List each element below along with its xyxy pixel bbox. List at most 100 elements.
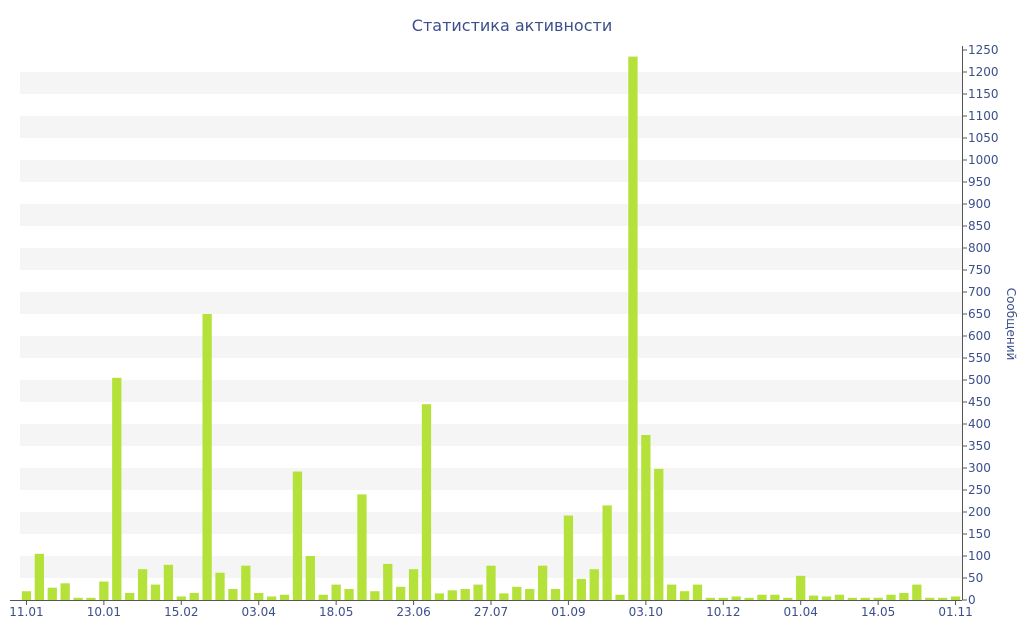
bar[interactable] bbox=[654, 468, 664, 600]
y-tick-label: 250 bbox=[968, 483, 991, 497]
bar[interactable] bbox=[860, 597, 870, 600]
bar[interactable] bbox=[731, 596, 741, 600]
bar[interactable] bbox=[718, 597, 728, 600]
bar[interactable] bbox=[783, 597, 793, 600]
y-tick-label: 100 bbox=[968, 549, 991, 563]
bar[interactable] bbox=[434, 593, 445, 600]
x-tick-label: 01.04 bbox=[784, 605, 818, 619]
y-tick-label: 650 bbox=[968, 307, 991, 321]
bar[interactable] bbox=[228, 589, 238, 600]
bar[interactable] bbox=[305, 556, 315, 600]
bar[interactable] bbox=[705, 597, 716, 600]
bar[interactable] bbox=[137, 569, 148, 600]
bar[interactable] bbox=[344, 589, 354, 600]
bar[interactable] bbox=[383, 563, 393, 600]
bar[interactable] bbox=[396, 586, 406, 600]
y-tick-label: 1050 bbox=[968, 131, 999, 145]
bar[interactable] bbox=[163, 564, 174, 600]
bar[interactable] bbox=[499, 593, 509, 600]
bar[interactable] bbox=[86, 597, 96, 600]
bar[interactable] bbox=[886, 594, 896, 600]
bar[interactable] bbox=[770, 594, 780, 600]
y-axis-label: Сообщений bbox=[1004, 288, 1018, 361]
bar[interactable] bbox=[628, 56, 638, 601]
bars bbox=[21, 56, 961, 601]
bar[interactable] bbox=[34, 553, 45, 600]
x-tick-label: 11.01 bbox=[9, 605, 43, 619]
bar[interactable] bbox=[473, 584, 483, 600]
bar[interactable] bbox=[950, 596, 961, 600]
x-tick-label: 23.06 bbox=[396, 605, 430, 619]
bar[interactable] bbox=[873, 597, 883, 600]
y-tick-label: 750 bbox=[968, 263, 991, 277]
bar[interactable] bbox=[21, 591, 32, 600]
bar[interactable] bbox=[150, 584, 161, 600]
bar[interactable] bbox=[331, 584, 341, 600]
bar[interactable] bbox=[421, 404, 432, 600]
grid-band bbox=[20, 160, 962, 182]
bar[interactable] bbox=[318, 594, 328, 600]
bar[interactable] bbox=[241, 565, 251, 600]
bar[interactable] bbox=[899, 592, 909, 600]
bar[interactable] bbox=[925, 597, 935, 600]
bar[interactable] bbox=[537, 565, 548, 600]
bar[interactable] bbox=[525, 589, 535, 600]
bar[interactable] bbox=[292, 471, 303, 600]
bar[interactable] bbox=[576, 578, 586, 600]
bar[interactable] bbox=[47, 587, 57, 600]
bar[interactable] bbox=[563, 515, 574, 600]
bar[interactable] bbox=[279, 594, 290, 600]
bar[interactable] bbox=[512, 586, 522, 600]
bar[interactable] bbox=[796, 575, 806, 600]
bar[interactable] bbox=[615, 594, 625, 600]
x-tick-label: 03.04 bbox=[242, 605, 276, 619]
bar[interactable] bbox=[834, 594, 845, 600]
bar[interactable] bbox=[667, 584, 677, 600]
y-tick-label: 1250 bbox=[968, 43, 999, 57]
y-tick-label: 800 bbox=[968, 241, 991, 255]
bar[interactable] bbox=[744, 597, 754, 600]
bar[interactable] bbox=[589, 569, 599, 600]
bar[interactable] bbox=[60, 583, 70, 600]
bar[interactable] bbox=[408, 569, 419, 600]
bar[interactable] bbox=[692, 584, 703, 600]
y-tick-label: 600 bbox=[968, 329, 991, 343]
bar[interactable] bbox=[679, 591, 690, 600]
x-tick-label: 01.11 bbox=[938, 605, 972, 619]
y-tick-label: 50 bbox=[968, 571, 983, 585]
bar[interactable] bbox=[447, 590, 457, 600]
grid-band bbox=[20, 468, 962, 490]
y-tick-label: 500 bbox=[968, 373, 991, 387]
bar[interactable] bbox=[73, 597, 83, 600]
grid-band bbox=[20, 512, 962, 534]
bar[interactable] bbox=[486, 565, 496, 600]
bar[interactable] bbox=[189, 592, 199, 600]
bar[interactable] bbox=[176, 596, 186, 600]
bar[interactable] bbox=[99, 581, 109, 600]
bar[interactable] bbox=[602, 505, 612, 600]
y-tick-label: 450 bbox=[968, 395, 991, 409]
bar[interactable] bbox=[912, 584, 922, 600]
y-tick-label: 1000 bbox=[968, 153, 999, 167]
bar[interactable] bbox=[550, 589, 561, 600]
bar[interactable] bbox=[460, 589, 470, 600]
bar[interactable] bbox=[112, 377, 122, 600]
bar[interactable] bbox=[937, 597, 948, 600]
bar[interactable] bbox=[266, 596, 277, 600]
bar[interactable] bbox=[125, 592, 135, 600]
bar[interactable] bbox=[254, 592, 264, 600]
bar[interactable] bbox=[370, 591, 380, 600]
bar[interactable] bbox=[215, 572, 225, 600]
bar[interactable] bbox=[808, 595, 819, 600]
bar[interactable] bbox=[202, 314, 212, 600]
y-tick-label: 700 bbox=[968, 285, 991, 299]
bar[interactable] bbox=[821, 596, 832, 600]
bar[interactable] bbox=[847, 597, 857, 600]
bar[interactable] bbox=[641, 435, 651, 600]
y-tick-label: 200 bbox=[968, 505, 991, 519]
y-tick-label: 350 bbox=[968, 439, 991, 453]
bar[interactable] bbox=[357, 494, 367, 600]
y-tick-label: 300 bbox=[968, 461, 991, 475]
bar[interactable] bbox=[757, 594, 767, 600]
